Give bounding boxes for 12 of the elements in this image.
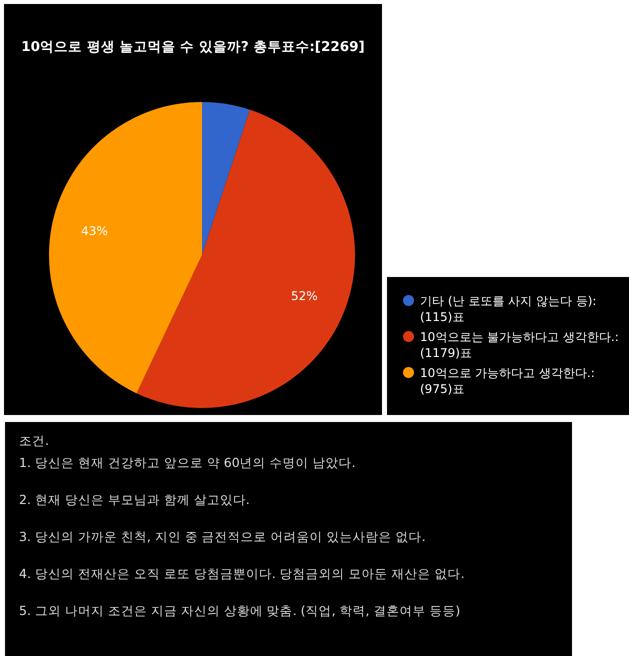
- legend-label: 10억으로는 불가능하다고 생각한다.:(1179)표: [420, 329, 620, 361]
- text: 5. 그외 나머지 조건은 지금 자신의 상황에 맞춤. (직업, 학력, 결혼여부 등등): [19, 602, 462, 620]
- legend-label: 10억으로 가능하다고 생각한다.:(975)표: [420, 365, 596, 397]
- legend-label: 기타 (난 로또를 사지 않는다 등):(115)표: [420, 293, 598, 325]
- data-label: 52%: [290, 288, 318, 303]
- text: 1. 당신은 현재 건강하고 앞으로 약 60년의 수명이 남았다.: [19, 454, 357, 472]
- text: 조건.: [19, 432, 50, 450]
- chart-title: 10억으로 평생 놀고먹을 수 있을까? 총투표수:[2269]: [21, 39, 365, 55]
- data-label: 43%: [81, 224, 108, 238]
- text: 4. 당신의 전재산은 오직 로또 당첨금뿐이다. 당첨금외의 모아둔 재산은 없다.: [19, 565, 466, 583]
- text: 3. 당신의 가까운 친척, 지인 중 금전적으로 어려움이 있는사람은 없다.: [19, 528, 427, 546]
- text: 2. 현재 당신은 부모님과 함께 살고있다.: [19, 491, 251, 509]
